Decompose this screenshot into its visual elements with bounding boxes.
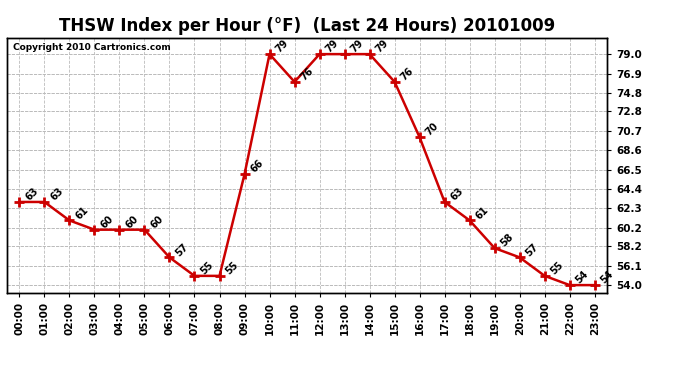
Text: 63: 63 <box>23 186 40 202</box>
Text: 55: 55 <box>224 260 240 276</box>
Text: 55: 55 <box>199 260 215 276</box>
Text: 54: 54 <box>599 269 615 286</box>
Text: 79: 79 <box>274 38 290 55</box>
Text: 63: 63 <box>48 186 65 202</box>
Text: 60: 60 <box>124 214 140 230</box>
Text: 57: 57 <box>174 242 190 258</box>
Text: 70: 70 <box>424 121 440 138</box>
Text: 54: 54 <box>574 269 591 286</box>
Text: 76: 76 <box>299 66 315 82</box>
Text: 76: 76 <box>399 66 415 82</box>
Text: 60: 60 <box>148 214 165 230</box>
Text: 63: 63 <box>448 186 465 202</box>
Text: 60: 60 <box>99 214 115 230</box>
Title: THSW Index per Hour (°F)  (Last 24 Hours) 20101009: THSW Index per Hour (°F) (Last 24 Hours)… <box>59 16 555 34</box>
Text: 79: 79 <box>348 38 365 55</box>
Text: 79: 79 <box>374 38 391 55</box>
Text: 61: 61 <box>474 204 491 221</box>
Text: 79: 79 <box>324 38 340 55</box>
Text: Copyright 2010 Cartronics.com: Copyright 2010 Cartronics.com <box>13 43 170 52</box>
Text: 58: 58 <box>499 232 515 249</box>
Text: 61: 61 <box>74 204 90 221</box>
Text: 55: 55 <box>549 260 565 276</box>
Text: 57: 57 <box>524 242 540 258</box>
Text: 66: 66 <box>248 158 265 175</box>
